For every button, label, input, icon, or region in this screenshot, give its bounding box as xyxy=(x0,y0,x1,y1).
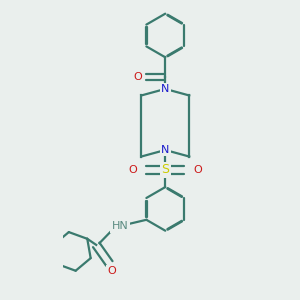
Text: N: N xyxy=(161,145,170,155)
Text: S: S xyxy=(161,163,169,176)
Text: O: O xyxy=(193,165,202,175)
Text: O: O xyxy=(129,165,137,175)
Text: N: N xyxy=(161,84,170,94)
Text: O: O xyxy=(107,266,116,276)
Text: O: O xyxy=(134,72,142,82)
Text: HN: HN xyxy=(112,221,129,231)
